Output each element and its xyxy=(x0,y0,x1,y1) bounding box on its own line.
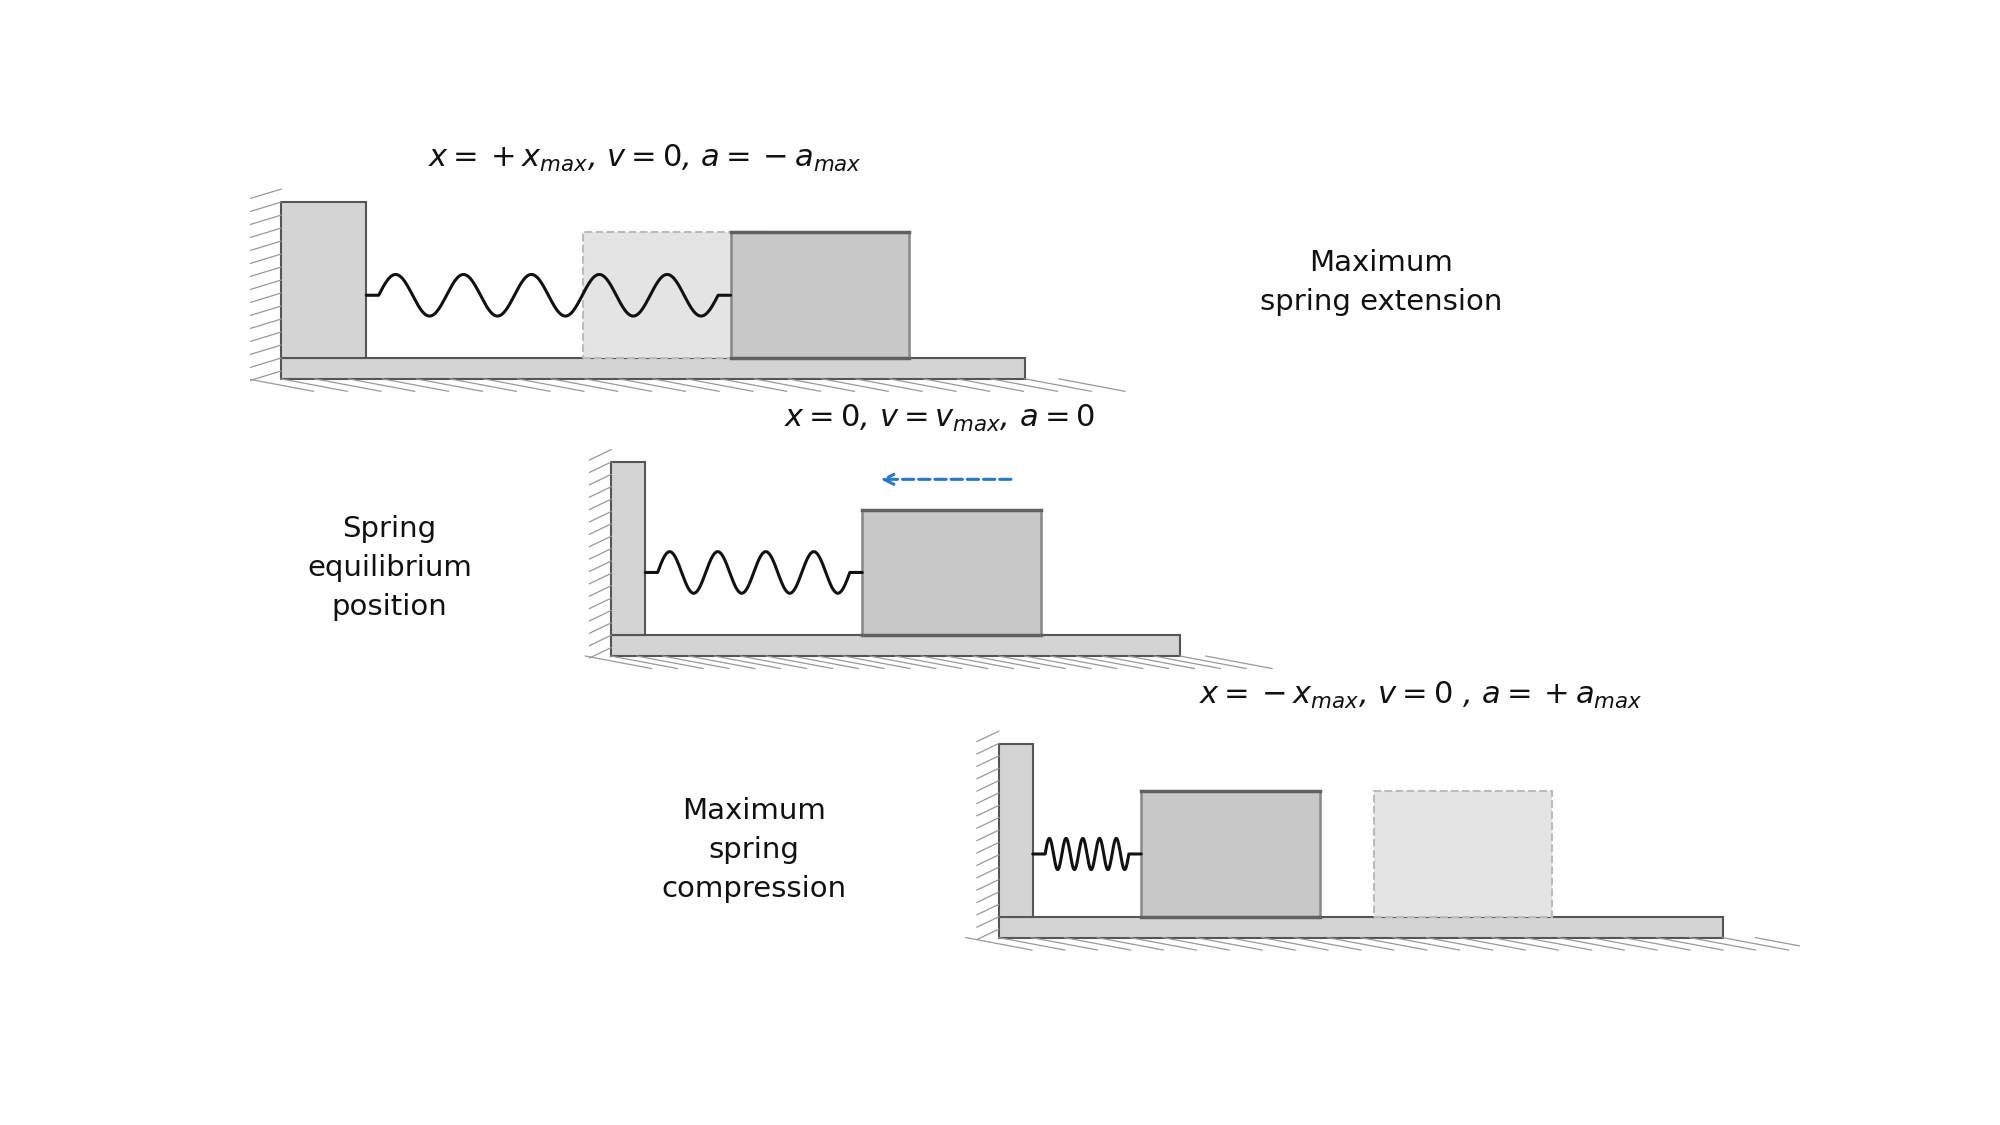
Text: Maximum
spring extension: Maximum spring extension xyxy=(1260,249,1502,316)
Bar xyxy=(612,636,1180,656)
Text: Spring
equilibrium
position: Spring equilibrium position xyxy=(308,515,472,621)
Bar xyxy=(730,233,908,358)
Bar xyxy=(998,744,1032,917)
Bar xyxy=(280,358,1024,379)
Bar xyxy=(862,510,1040,636)
Bar xyxy=(1142,791,1320,917)
Bar xyxy=(1374,791,1552,917)
Text: $x = 0$, $v = v_{max}$, $a = 0$: $x = 0$, $v = v_{max}$, $a = 0$ xyxy=(784,403,1096,434)
Bar xyxy=(998,917,1722,937)
Text: $x = -x_{max}$, $v = 0$ , $a = +a_{max}$: $x = -x_{max}$, $v = 0$ , $a = +a_{max}$ xyxy=(1198,681,1642,711)
Bar xyxy=(280,202,366,358)
Text: $x = +x_{max}$, $v = 0$, $a = -a_{max}$: $x = +x_{max}$, $v = 0$, $a = -a_{max}$ xyxy=(428,143,862,174)
Text: Maximum
spring
compression: Maximum spring compression xyxy=(662,796,846,902)
Bar xyxy=(584,233,762,358)
Bar xyxy=(612,462,646,636)
